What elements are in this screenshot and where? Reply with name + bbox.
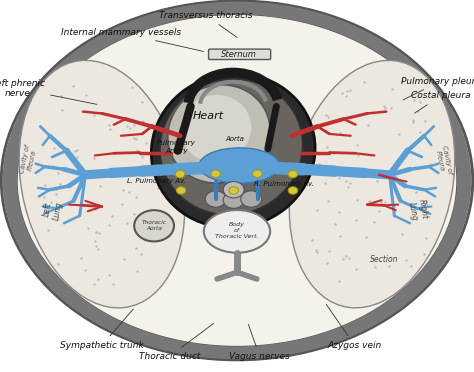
Circle shape — [205, 191, 226, 207]
Circle shape — [253, 170, 262, 177]
Ellipse shape — [199, 148, 280, 183]
Circle shape — [241, 191, 262, 207]
Circle shape — [223, 192, 244, 208]
Text: Vagus nerves: Vagus nerves — [229, 324, 290, 361]
Text: Thoracic
Aorta: Thoracic Aorta — [142, 220, 167, 231]
Ellipse shape — [204, 210, 270, 253]
Text: Sternum: Sternum — [221, 50, 257, 59]
Text: Body
of
Thoracic Vert.: Body of Thoracic Vert. — [215, 222, 259, 239]
Text: Heart: Heart — [193, 111, 224, 121]
Text: Azygos vein: Azygos vein — [326, 304, 382, 350]
Text: Left phrenic
nerve: Left phrenic nerve — [0, 79, 97, 105]
Circle shape — [175, 170, 185, 178]
Circle shape — [288, 187, 298, 194]
Text: Pulmonary
Artery: Pulmonary Artery — [157, 140, 196, 154]
Ellipse shape — [17, 14, 457, 347]
Circle shape — [288, 170, 298, 178]
Ellipse shape — [168, 85, 270, 183]
Ellipse shape — [289, 60, 455, 308]
Circle shape — [134, 210, 174, 241]
Ellipse shape — [151, 74, 315, 228]
Text: Aorta: Aorta — [225, 136, 244, 142]
Text: L. Pulmonary Av.: L. Pulmonary Av. — [127, 178, 186, 184]
Text: R. Pulmonary Av.: R. Pulmonary Av. — [254, 181, 313, 187]
Ellipse shape — [1, 1, 473, 360]
Circle shape — [176, 187, 186, 194]
Text: Transversus thoracis: Transversus thoracis — [159, 11, 253, 38]
Text: Section: Section — [370, 255, 398, 264]
Text: Pulmonary pleura: Pulmonary pleura — [401, 77, 474, 100]
Text: Costal pleura: Costal pleura — [411, 92, 471, 113]
FancyBboxPatch shape — [209, 49, 271, 60]
Text: Internal mammary vessels: Internal mammary vessels — [61, 28, 203, 51]
Ellipse shape — [180, 95, 251, 162]
Text: Cavity of
Pleura: Cavity of Pleura — [434, 144, 453, 176]
Circle shape — [229, 187, 238, 194]
Ellipse shape — [160, 79, 302, 215]
Text: Thoracic duct: Thoracic duct — [139, 323, 213, 361]
Circle shape — [211, 170, 220, 177]
Text: Sympathetic trunk: Sympathetic trunk — [60, 309, 144, 350]
Text: Left
Lung: Left Lung — [42, 199, 64, 221]
Ellipse shape — [19, 60, 185, 308]
Text: Cavity of
Pleura: Cavity of Pleura — [19, 144, 38, 176]
Text: Right
Lung: Right Lung — [407, 199, 429, 222]
Circle shape — [223, 182, 244, 198]
